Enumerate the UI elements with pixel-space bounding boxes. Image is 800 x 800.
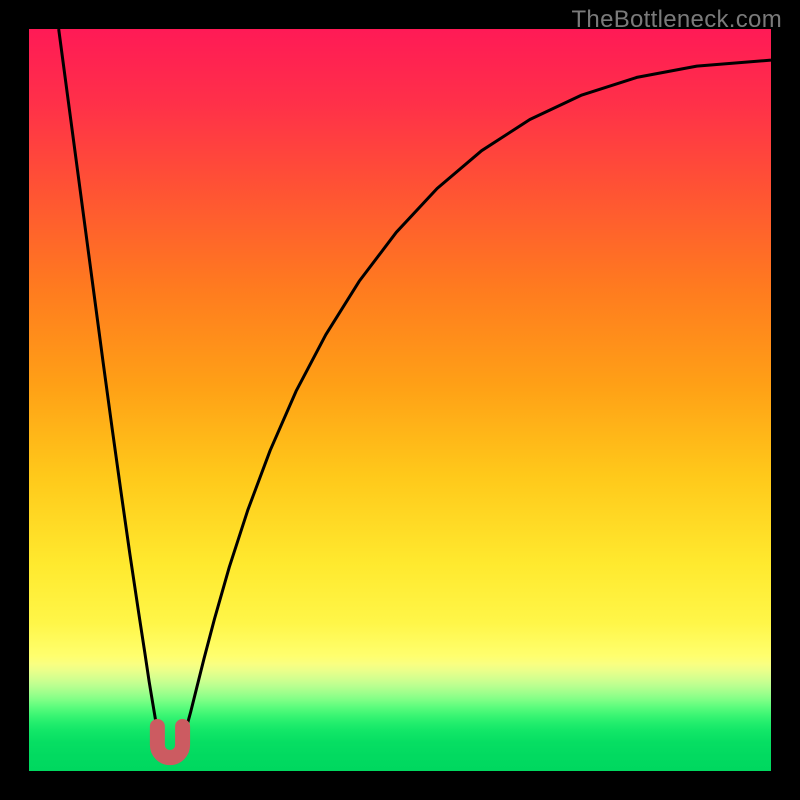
plot-area bbox=[29, 29, 771, 771]
gradient-background bbox=[29, 29, 771, 771]
chart-svg bbox=[29, 29, 771, 771]
chart-frame: TheBottleneck.com bbox=[0, 0, 800, 800]
